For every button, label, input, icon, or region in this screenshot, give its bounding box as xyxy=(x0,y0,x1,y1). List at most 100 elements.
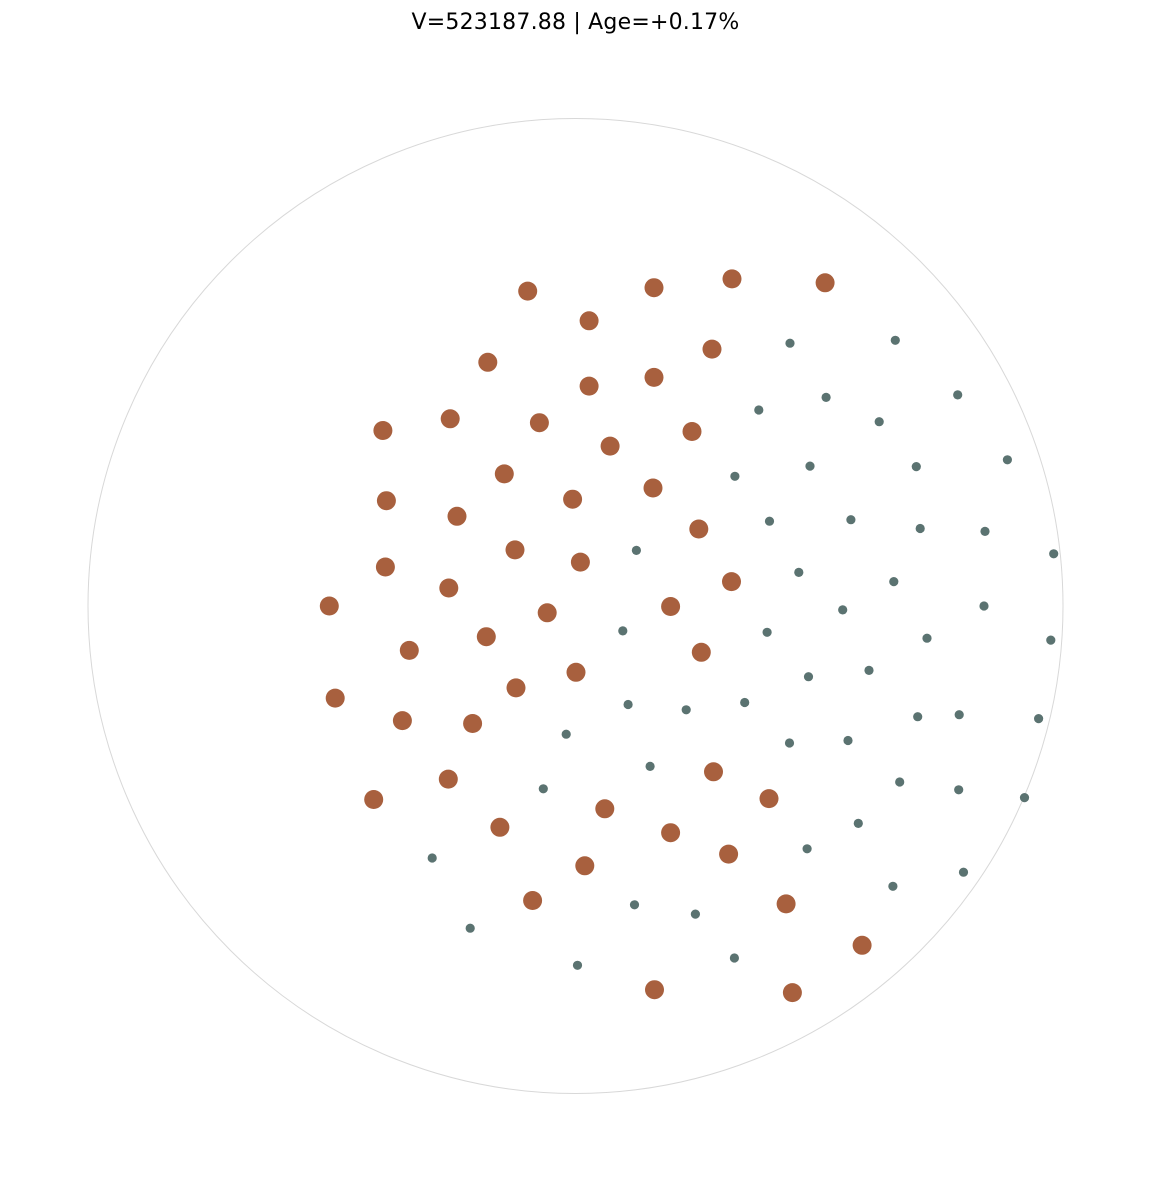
small-point-21 xyxy=(762,627,772,637)
small-point-12 xyxy=(915,523,925,534)
large-point-10 xyxy=(440,409,460,429)
large-point-39 xyxy=(595,799,615,819)
small-point-44 xyxy=(958,867,969,877)
large-point-21 xyxy=(570,552,590,572)
small-point-19 xyxy=(979,601,989,611)
small-point-13 xyxy=(980,526,990,537)
large-point-19 xyxy=(689,519,709,539)
small-point-34 xyxy=(1034,714,1044,724)
large-point-25 xyxy=(319,596,339,616)
small-point-49 xyxy=(572,960,583,970)
small-point-48 xyxy=(729,953,740,963)
large-point-24 xyxy=(722,572,741,592)
large-point-48 xyxy=(645,980,664,1000)
large-point-0 xyxy=(518,281,538,301)
small-point-10 xyxy=(764,516,775,526)
chart-title: V=523187.88 | Age=+0.17% xyxy=(411,10,740,35)
large-point-15 xyxy=(643,478,663,498)
large-point-26 xyxy=(537,603,557,623)
small-point-35 xyxy=(645,761,655,772)
boundary-circle xyxy=(87,118,1064,1094)
large-point-47 xyxy=(852,935,872,955)
large-point-13 xyxy=(682,422,702,441)
large-point-28 xyxy=(399,640,419,660)
small-point-43 xyxy=(888,881,898,891)
large-point-3 xyxy=(815,273,835,293)
small-point-4 xyxy=(754,405,764,415)
large-point-43 xyxy=(719,844,739,864)
large-point-6 xyxy=(478,352,498,372)
large-point-17 xyxy=(376,491,396,511)
small-point-33 xyxy=(843,735,853,746)
large-point-34 xyxy=(392,711,412,731)
large-point-35 xyxy=(463,714,483,733)
large-point-32 xyxy=(506,678,526,698)
small-point-28 xyxy=(740,697,750,708)
large-point-5 xyxy=(702,339,722,359)
large-point-45 xyxy=(523,891,543,910)
large-point-1 xyxy=(644,278,664,298)
small-point-20 xyxy=(618,626,628,636)
small-point-5 xyxy=(874,417,884,427)
small-point-3 xyxy=(953,390,963,400)
small-point-42 xyxy=(427,853,437,863)
large-point-11 xyxy=(529,413,549,433)
large-point-42 xyxy=(661,823,681,843)
large-point-12 xyxy=(600,436,620,456)
large-point-22 xyxy=(375,557,395,577)
large-point-46 xyxy=(776,894,796,914)
large-point-31 xyxy=(566,662,586,682)
large-point-8 xyxy=(579,376,599,396)
small-point-17 xyxy=(889,577,899,587)
large-point-16 xyxy=(563,489,583,509)
small-point-2 xyxy=(821,392,831,402)
small-point-27 xyxy=(681,705,691,715)
large-point-49 xyxy=(782,983,802,1003)
large-point-33 xyxy=(325,688,345,708)
small-point-36 xyxy=(538,784,548,794)
large-point-44 xyxy=(575,856,595,876)
large-point-4 xyxy=(579,311,599,331)
large-point-20 xyxy=(505,540,525,560)
small-point-14 xyxy=(631,545,642,556)
large-point-41 xyxy=(490,817,510,837)
small-point-23 xyxy=(1046,635,1056,645)
small-point-18 xyxy=(838,605,848,615)
small-point-29 xyxy=(913,712,923,722)
small-point-7 xyxy=(911,462,921,472)
small-point-8 xyxy=(1002,455,1013,465)
small-point-30 xyxy=(954,710,964,720)
small-point-11 xyxy=(846,515,856,525)
large-point-27 xyxy=(661,597,681,616)
large-point-38 xyxy=(364,790,384,809)
small-point-45 xyxy=(629,900,640,910)
large-point-36 xyxy=(704,762,723,782)
large-point-29 xyxy=(476,627,496,647)
large-point-18 xyxy=(447,506,467,526)
small-point-46 xyxy=(690,909,701,919)
small-point-41 xyxy=(802,844,812,854)
large-point-7 xyxy=(644,367,664,387)
small-point-32 xyxy=(784,738,795,748)
small-point-15 xyxy=(1049,549,1059,559)
large-point-14 xyxy=(494,464,514,484)
small-point-22 xyxy=(922,633,932,643)
large-point-30 xyxy=(691,642,711,662)
small-point-38 xyxy=(954,785,964,795)
small-point-26 xyxy=(623,699,633,710)
small-point-25 xyxy=(864,665,874,676)
large-point-37 xyxy=(438,769,458,789)
large-point-9 xyxy=(373,421,393,440)
small-point-0 xyxy=(785,338,795,348)
small-points-series xyxy=(427,335,1059,970)
small-point-16 xyxy=(794,567,804,578)
small-point-1 xyxy=(890,335,900,345)
large-point-40 xyxy=(759,789,779,809)
small-point-24 xyxy=(803,672,814,682)
small-point-6 xyxy=(805,461,815,471)
small-point-37 xyxy=(895,777,905,787)
small-point-47 xyxy=(465,923,475,933)
small-point-40 xyxy=(853,818,863,829)
large-point-23 xyxy=(439,578,459,598)
